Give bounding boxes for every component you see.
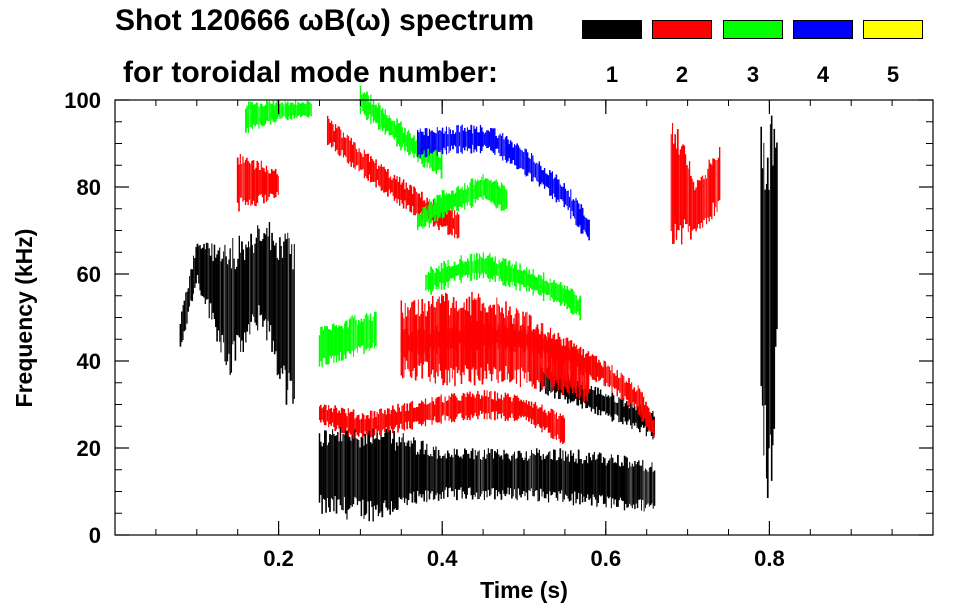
y-tick-label: 20 <box>77 436 101 461</box>
series-mode-2-8 <box>236 153 279 212</box>
y-tick-label: 0 <box>89 523 101 548</box>
legend-label-4: 4 <box>816 62 830 87</box>
x-tick-label: 0.6 <box>591 546 622 571</box>
series-mode-3-10 <box>416 173 508 231</box>
legend-label-3: 3 <box>746 62 760 87</box>
y-tick-label: 80 <box>77 175 101 200</box>
x-tick-label: 0.2 <box>263 546 294 571</box>
series-mode-1-0 <box>318 425 656 522</box>
x-tick-label: 0.8 <box>754 546 785 571</box>
series-mode-3-13 <box>318 311 377 368</box>
series-mode-2-9 <box>670 122 721 245</box>
y-tick-label: 60 <box>77 262 101 287</box>
legend-caption: for toroidal mode number: <box>123 56 498 89</box>
series-mode-3-11 <box>425 252 582 321</box>
legend-label-2: 2 <box>675 62 689 87</box>
series-mode-4-15 <box>417 124 590 241</box>
y-axis-title: Frequency (kHz) <box>11 229 37 408</box>
legend-label-5: 5 <box>886 62 900 87</box>
y-tick-label: 40 <box>77 349 101 374</box>
x-tick-label: 0.4 <box>427 546 458 571</box>
legend-swatch-2 <box>652 20 712 39</box>
y-tick-label: 100 <box>64 88 101 113</box>
series-mode-3-14 <box>245 100 312 134</box>
legend-swatch-1 <box>582 20 642 39</box>
series-mode-1-3 <box>760 115 778 498</box>
series-mode-2-6 <box>318 390 566 444</box>
series-mode-2-5 <box>400 320 655 438</box>
legend-swatch-3 <box>723 20 783 39</box>
axis-ticks: 0.2 0.4 0.6 0.8 0 20 40 60 80 100 <box>64 88 933 571</box>
series-mode-1-1 <box>179 222 295 405</box>
legend-swatch-4 <box>793 20 853 39</box>
legend-swatch-5 <box>863 20 923 39</box>
x-axis-title: Time (s) <box>480 577 568 603</box>
legend-label-1: 1 <box>605 62 619 87</box>
chart-title: Shot 120666 ωB(ω) spectrum <box>115 4 535 37</box>
data-layer <box>179 85 778 522</box>
series-mode-1-2 <box>539 364 655 440</box>
